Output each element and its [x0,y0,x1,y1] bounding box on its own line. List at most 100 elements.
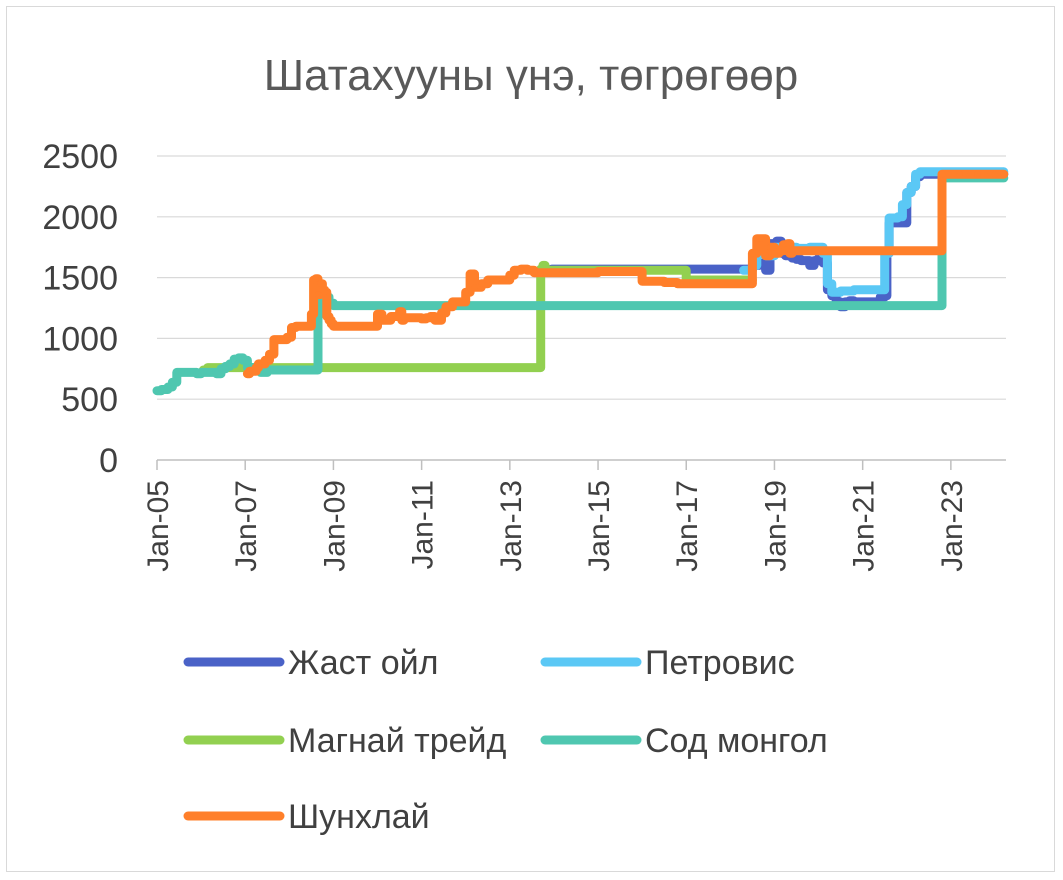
data-point [427,313,434,320]
legend-item: Магнай трейд [183,722,507,760]
y-tick-label: 500 [61,381,118,419]
data-point [255,360,262,368]
data-point [184,369,192,376]
legend-item: Жаст ойл [183,644,438,682]
data-point [158,386,165,393]
data-point [239,357,247,364]
data-point [466,270,474,278]
data-point [400,314,408,321]
legend-item: Шунхлай [183,798,430,836]
data-point [837,287,844,295]
data-point [877,286,884,293]
data-point [303,323,311,330]
data-point [442,303,450,310]
data-point [517,265,525,273]
data-point [478,280,485,287]
data-point [387,313,394,320]
data-point [356,323,364,330]
data-point [431,317,439,324]
x-tick-label: Jan-21 [848,480,881,572]
data-point [317,280,324,287]
data-point [546,269,553,276]
data-point [283,334,291,341]
data-point [460,298,467,306]
series-path [739,167,1009,297]
y-tick-label: 2000 [42,199,118,237]
data-point [506,272,513,279]
data-point [438,309,445,317]
data-point [369,323,377,330]
data-point [661,279,668,286]
x-tick-label: Jan-17 [671,480,704,572]
data-point [916,168,924,175]
data-point [634,268,641,275]
data-point [343,323,350,330]
data-point [740,267,747,274]
y-tick-label: 0 [99,442,118,480]
data-point [334,323,341,330]
data-point [762,267,769,274]
data-point [270,336,278,343]
data-point [797,257,805,264]
data-point [511,267,518,274]
data-point [462,289,469,296]
x-tick-label: Jan-07 [230,480,263,572]
data-point [396,308,403,315]
data-point [850,286,857,293]
data-point [321,289,328,296]
data-point [766,244,774,251]
data-point [502,276,509,284]
data-point [859,286,866,293]
x-tick-label: Jan-13 [495,480,528,572]
x-tick-label: Jan-11 [407,480,440,570]
data-point [173,369,180,376]
data-point [537,269,544,276]
data-point [292,323,300,330]
data-point [524,267,531,274]
data-point [806,262,813,269]
data-point [749,250,756,257]
data-point [226,360,233,368]
data-point [594,268,602,275]
data-point [471,284,478,291]
chart-title: Шатахууны үнэ, төгрөгөөр [264,51,798,100]
data-point [885,214,893,222]
series-line [152,173,1009,396]
data-point [164,383,172,391]
legend-item: Петровис [540,644,795,682]
x-tick-label: Jan-09 [318,480,351,572]
legend-label: Петровис [645,644,795,682]
data-point [828,289,835,296]
data-point [264,366,271,374]
data-point [908,183,915,190]
data-point [899,201,906,208]
x-tick-label: Jan-19 [759,480,792,572]
data-point [647,278,655,285]
data-point [938,171,946,178]
data-point [674,280,681,287]
legend-label: Жаст ойл [288,644,438,682]
y-tick-label: 2500 [42,138,118,176]
data-point [824,280,831,287]
legend-label: Магнай трейд [288,722,507,760]
x-axis: Jan-05 Jan-07 Jan-09 Jan-11 Jan-13 Jan-15 Jan-… [142,460,969,572]
series-line [242,169,1009,379]
data-point [974,171,981,178]
data-point [559,269,566,276]
data-point [788,247,796,254]
gridlines [157,155,1006,461]
data-point [330,302,337,309]
data-point [178,369,185,376]
data-point [894,213,902,220]
data-point [753,235,760,242]
data-point [577,269,584,276]
data-point [275,336,282,343]
data-point [314,291,322,298]
data-point [991,171,999,178]
data-point [484,276,491,284]
data-point [261,357,269,364]
data-point [266,351,273,358]
data-point [758,235,765,242]
y-tick-label: 1500 [42,260,118,298]
